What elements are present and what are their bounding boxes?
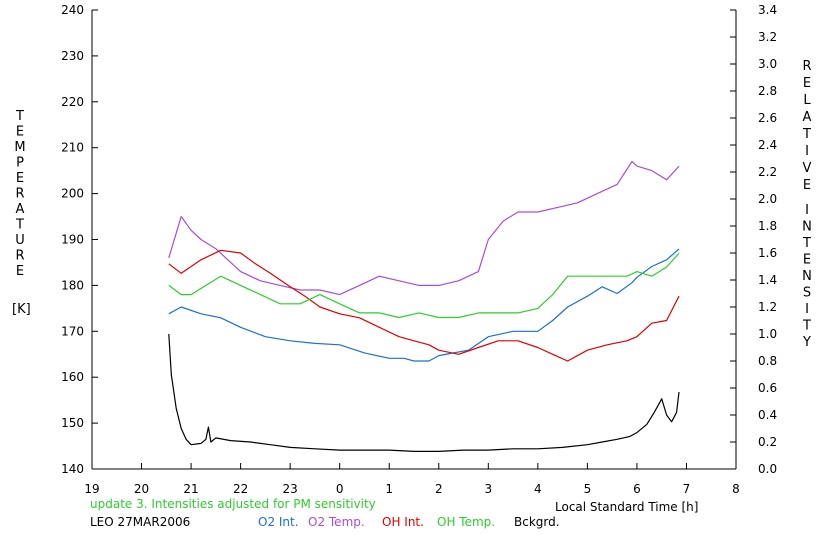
right-tick-label: 3.2	[758, 30, 777, 44]
left-tick-label: 160	[61, 370, 84, 384]
right-tick-label: 0.8	[758, 354, 777, 368]
left-axis-label-letter: M	[14, 140, 25, 155]
x-tick-label: 21	[183, 482, 198, 496]
series-line-o2-temp	[168, 160, 680, 296]
left-tick-label: 230	[61, 49, 84, 63]
series-line-oh-temp	[168, 252, 680, 319]
series-line-oh-int	[168, 249, 680, 362]
x-tick-label: 22	[233, 482, 248, 496]
right-tick-label: 2.0	[758, 192, 777, 206]
right-axis-label-letter: E	[803, 178, 811, 193]
x-tick-label: 1	[385, 482, 393, 496]
left-tick-label: 150	[61, 416, 84, 430]
right-axis-label-letter: N	[802, 269, 812, 284]
right-axis-label-letter: A	[803, 110, 812, 125]
left-tick-label: 200	[61, 187, 84, 201]
right-tick-label: 2.2	[758, 165, 777, 179]
right-axis-label-letter: T	[802, 127, 811, 142]
left-axis-label-letter: R	[15, 187, 24, 202]
legend-bckgrd: Bckgrd.	[514, 515, 560, 529]
right-axis-label-letter: I	[805, 203, 809, 218]
x-tick-label: 6	[633, 482, 641, 496]
right-tick-label: 1.0	[758, 327, 777, 341]
left-axis-label-letter: T	[15, 109, 24, 124]
right-axis-label-letter: V	[803, 161, 812, 176]
annotation-update-note: update 3. Intensities adjusted for PM se…	[90, 497, 376, 511]
right-tick-label: 2.8	[758, 84, 777, 98]
series-lines	[168, 160, 680, 452]
right-tick-label: 2.4	[758, 138, 777, 152]
x-tick-label: 19	[84, 482, 99, 496]
left-axis-label-letter: U	[15, 233, 25, 248]
left-axis-unit: [K]	[12, 302, 31, 317]
right-axis-label-letter: L	[803, 93, 811, 108]
left-tick-label: 180	[61, 278, 84, 292]
left-axis-label-letter: R	[15, 249, 24, 264]
series-line-o2-int	[168, 248, 680, 362]
left-axis-label-letter: E	[16, 171, 24, 186]
x-tick-label: 20	[134, 482, 149, 496]
right-tick-label: 3.0	[758, 57, 777, 71]
legend-o2-temp: O2 Temp.	[308, 515, 365, 529]
x-axis-ticks: 19 20 21 22 23 0 1 2 3 4 5 6 7 8	[84, 463, 740, 496]
x-tick-label: 7	[683, 482, 691, 496]
left-tick-label: 210	[61, 141, 84, 155]
legend-oh-int: OH Int.	[382, 515, 424, 529]
right-tick-label: 0.6	[758, 381, 777, 395]
left-axis-label-letter: P	[16, 156, 24, 171]
x-tick-label: 4	[534, 482, 542, 496]
axes-frame	[91, 10, 737, 470]
right-axis-ticks: 0.0 0.2 0.4 0.6 0.8 1.0 1.2 1.4 1.6 1.8 2.0 2.2 2.4 2…	[730, 3, 777, 476]
legend-o2-int: O2 Int.	[258, 515, 299, 529]
x-tick-label: 5	[584, 482, 592, 496]
right-axis-label-letter: T	[802, 236, 811, 251]
x-tick-label: 23	[283, 482, 298, 496]
series-line-bckgrd	[168, 333, 680, 452]
right-axis-label-letter: E	[803, 253, 811, 268]
x-tick-label: 3	[484, 482, 492, 496]
right-tick-label: 0.2	[758, 435, 777, 449]
right-axis-label-letter: S	[803, 286, 811, 301]
x-axis-title: Local Standard Time [h]	[555, 500, 698, 514]
right-axis-label-letter: E	[803, 76, 811, 91]
right-tick-label: 1.4	[758, 273, 777, 287]
right-axis-label-letter: Y	[802, 335, 811, 350]
right-tick-label: 0.4	[758, 408, 777, 422]
left-tick-label: 190	[61, 233, 84, 247]
legend: O2 Int. O2 Temp. OH Int. OH Temp. Bckgrd…	[258, 515, 560, 529]
right-axis-label-letter: R	[802, 59, 811, 74]
left-tick-label: 140	[61, 462, 84, 476]
left-axis-ticks: 140 150 160 170 180 190 200 210 220 230 240	[61, 3, 98, 476]
legend-oh-temp: OH Temp.	[437, 515, 495, 529]
left-axis-label-letter: T	[15, 218, 24, 233]
annotation-date: LEO 27MAR2006	[90, 515, 190, 529]
right-tick-label: 3.4	[758, 3, 777, 17]
right-tick-label: 1.2	[758, 300, 777, 314]
x-tick-label: 0	[336, 482, 344, 496]
right-axis-label-letter: N	[802, 220, 812, 235]
x-tick-label: 8	[732, 482, 740, 496]
left-tick-label: 170	[61, 324, 84, 338]
right-tick-label: 1.8	[758, 219, 777, 233]
x-tick-label: 2	[435, 482, 443, 496]
right-axis-label-letter: I	[805, 144, 809, 159]
left-tick-label: 240	[61, 3, 84, 17]
left-axis-label-letter: A	[16, 202, 25, 217]
right-axis-label-letter: T	[802, 319, 811, 334]
right-tick-label: 2.6	[758, 111, 777, 125]
left-axis-label-letter: E	[16, 264, 24, 279]
right-axis-label-letter: I	[805, 302, 809, 317]
right-tick-label: 1.6	[758, 246, 777, 260]
left-axis-label-letter: E	[16, 125, 24, 140]
left-tick-label: 220	[61, 95, 84, 109]
right-tick-label: 0.0	[758, 462, 777, 476]
